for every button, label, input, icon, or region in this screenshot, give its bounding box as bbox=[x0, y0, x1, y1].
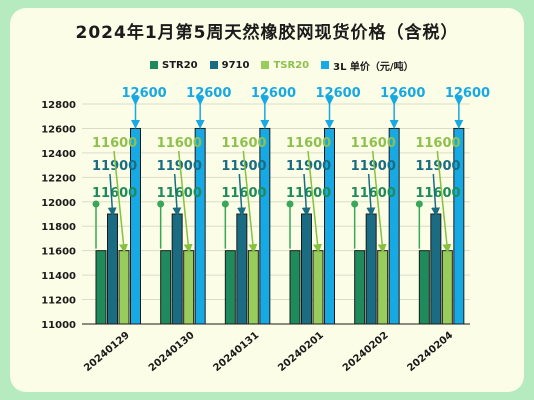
y-tick-label: 11000 bbox=[41, 320, 76, 331]
bar-1 bbox=[236, 213, 248, 325]
bar-0 bbox=[224, 250, 236, 325]
data-label: 11600 bbox=[286, 186, 331, 201]
bar-2 bbox=[118, 250, 130, 325]
legend-item-3: 3L 单价（元/吨） bbox=[321, 58, 414, 73]
data-label: 11900 bbox=[221, 159, 266, 174]
y-tick-label: 12800 bbox=[41, 100, 76, 111]
callout-arrow bbox=[307, 150, 323, 254]
data-label: 11600 bbox=[286, 136, 331, 151]
bar-1 bbox=[365, 213, 377, 325]
bar-3 bbox=[259, 127, 271, 325]
callout-arrow bbox=[436, 150, 452, 254]
data-label: 11600 bbox=[157, 186, 202, 201]
bar-2 bbox=[441, 250, 453, 325]
chart-title: 2024年1月第5周天然橡胶网现货价格（含税） bbox=[75, 23, 459, 43]
data-label: 11600 bbox=[351, 136, 396, 151]
data-label: 12600 bbox=[380, 86, 425, 101]
data-label: 11600 bbox=[92, 186, 137, 201]
legend-label: 3L 单价（元/吨） bbox=[333, 61, 414, 73]
data-label: 12600 bbox=[251, 86, 296, 101]
data-label: 11900 bbox=[157, 159, 202, 174]
callout-arrow bbox=[242, 150, 258, 254]
legend-label: STR20 bbox=[162, 59, 198, 71]
callout-arrow bbox=[113, 150, 129, 254]
callout-arrow bbox=[107, 173, 117, 217]
y-tick-label: 11800 bbox=[41, 222, 76, 233]
bar-0 bbox=[418, 250, 430, 325]
bar-3 bbox=[194, 127, 206, 325]
bar-3 bbox=[130, 127, 141, 325]
legend-label: 9710 bbox=[221, 59, 250, 71]
y-tick-label: 11600 bbox=[41, 247, 76, 258]
y-tick-label: 11200 bbox=[41, 296, 76, 307]
chart-legend: STR20 9710 TSR20 3L 单价（元/吨） bbox=[150, 58, 426, 73]
bar-3 bbox=[388, 127, 400, 325]
bar-0 bbox=[160, 250, 172, 325]
callout-arrow bbox=[431, 173, 441, 217]
data-label: 11600 bbox=[92, 136, 137, 151]
data-label: 11600 bbox=[351, 186, 396, 201]
callout-arrow bbox=[366, 173, 376, 217]
data-label: 11900 bbox=[415, 159, 460, 174]
data-label: 12600 bbox=[316, 86, 361, 101]
legend-label: TSR20 bbox=[273, 59, 310, 71]
callout-arrow bbox=[237, 173, 247, 217]
bar-1 bbox=[107, 213, 118, 325]
y-tick-label: 12600 bbox=[41, 124, 76, 135]
callout-arrow bbox=[177, 150, 193, 254]
legend-swatch bbox=[150, 61, 158, 69]
legend-swatch bbox=[209, 61, 218, 69]
x-tick-label: 20240130 bbox=[147, 330, 197, 374]
callout-arrow bbox=[172, 173, 182, 217]
bar-2 bbox=[247, 250, 259, 325]
y-tick-label: 11400 bbox=[41, 271, 76, 282]
y-tick-label: 12200 bbox=[41, 173, 76, 184]
x-tick-label: 20240204 bbox=[406, 330, 456, 374]
y-tick-label: 12400 bbox=[41, 149, 76, 160]
data-label: 11600 bbox=[157, 136, 202, 151]
data-label: 11600 bbox=[221, 136, 266, 151]
legend-item-0: STR20 bbox=[150, 60, 198, 71]
x-tick-label: 20240201 bbox=[276, 330, 326, 374]
y-tick-label: 12000 bbox=[41, 198, 76, 209]
data-label: 11600 bbox=[415, 186, 460, 201]
bar-1 bbox=[301, 213, 312, 325]
bar-2 bbox=[377, 250, 389, 325]
data-label: 12600 bbox=[445, 86, 490, 101]
x-tick-label: 20240131 bbox=[212, 330, 262, 374]
bar-2 bbox=[183, 250, 195, 325]
legend-item-2: TSR20 bbox=[261, 60, 309, 71]
data-label: 11600 bbox=[221, 186, 266, 201]
bar-1 bbox=[430, 213, 442, 325]
data-label: 11900 bbox=[351, 159, 396, 174]
bar-0 bbox=[289, 250, 301, 325]
x-tick-label: 20240129 bbox=[82, 330, 132, 374]
bar-2 bbox=[312, 250, 324, 325]
bar-0 bbox=[95, 250, 107, 325]
callout-arrow bbox=[371, 150, 387, 254]
data-label: 11900 bbox=[92, 159, 137, 174]
data-label: 11600 bbox=[415, 136, 460, 151]
legend-item-1: 9710 bbox=[209, 59, 250, 71]
data-label: 11900 bbox=[286, 159, 331, 174]
data-label: 12600 bbox=[122, 86, 167, 101]
bar-0 bbox=[354, 250, 366, 325]
callout-arrow bbox=[301, 173, 311, 217]
data-label: 12600 bbox=[186, 86, 231, 101]
x-tick-label: 20240202 bbox=[341, 330, 391, 374]
bar-3 bbox=[453, 127, 465, 325]
bar-3 bbox=[324, 127, 335, 325]
legend-swatch bbox=[321, 61, 330, 69]
legend-swatch bbox=[261, 61, 270, 69]
bar-1 bbox=[171, 213, 183, 325]
